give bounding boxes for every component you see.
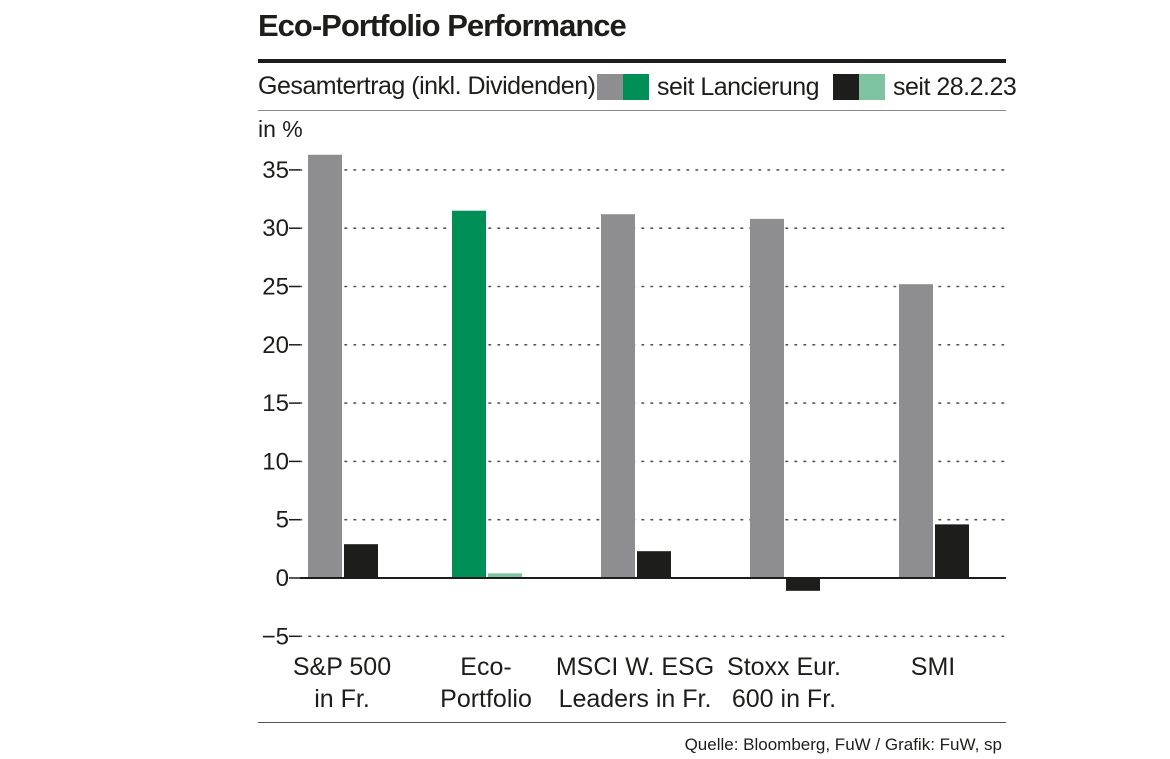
bar-seit-lancierung (308, 154, 342, 578)
footer-rule (258, 722, 1006, 723)
x-category-label: SMI (911, 653, 955, 681)
x-category-label: 600 in Fr. (732, 685, 836, 713)
y-tick-label: 35 (262, 157, 289, 184)
x-category-label: in Fr. (314, 685, 370, 713)
title-rule (258, 59, 1006, 63)
legend-item-seit-28-2-23: seit 28.2.23 (833, 72, 1017, 102)
legend-label: seit 28.2.23 (893, 72, 1017, 101)
x-category-label: Portfolio (440, 685, 532, 713)
legend-swatch-grey (597, 74, 623, 100)
bar-seit-28-2-23 (488, 573, 522, 578)
chart-title: Eco-Portfolio Performance (258, 8, 627, 43)
legend-item-seit-lancierung: seit Lancierung (597, 72, 820, 102)
bar-seit-28-2-23 (344, 544, 378, 578)
x-category-label: Eco- (460, 653, 511, 681)
bar-seit-lancierung (601, 214, 635, 578)
bar-seit-lancierung (452, 210, 486, 578)
bar-seit-28-2-23 (637, 551, 671, 578)
x-category-label: MSCI W. ESG (556, 653, 714, 681)
y-tick-label: −5 (262, 623, 289, 650)
x-category-label: Stoxx Eur. (727, 653, 841, 681)
x-category-label: Leaders in Fr. (559, 685, 712, 713)
bar-seit-28-2-23 (935, 524, 969, 578)
subtitle-rule (258, 110, 1006, 111)
y-tick-label: 30 (262, 215, 289, 242)
y-tick-label: 5 (276, 507, 289, 534)
bar-seit-lancierung (750, 218, 784, 578)
source-note: Quelle: Bloomberg, FuW / Grafik: FuW, sp (684, 735, 1002, 754)
legend-swatch-black (833, 74, 859, 100)
legend-label: seit Lancierung (657, 72, 820, 101)
x-category-label: S&P 500 (293, 653, 391, 681)
bar-seit-28-2-23 (786, 578, 820, 591)
y-tick-label: 10 (262, 448, 289, 475)
y-axis-unit-label: in % (258, 116, 303, 142)
y-tick-label: 15 (262, 390, 289, 417)
bar-seit-lancierung (899, 284, 933, 578)
y-tick-label: 0 (276, 565, 289, 592)
y-tick-label: 20 (262, 332, 289, 359)
chart-subtitle: Gesamtertrag (inkl. Dividenden) (258, 72, 596, 100)
y-tick-label: 25 (262, 274, 289, 301)
legend-swatch-light-green (859, 74, 885, 100)
legend-swatch-green (623, 74, 649, 100)
